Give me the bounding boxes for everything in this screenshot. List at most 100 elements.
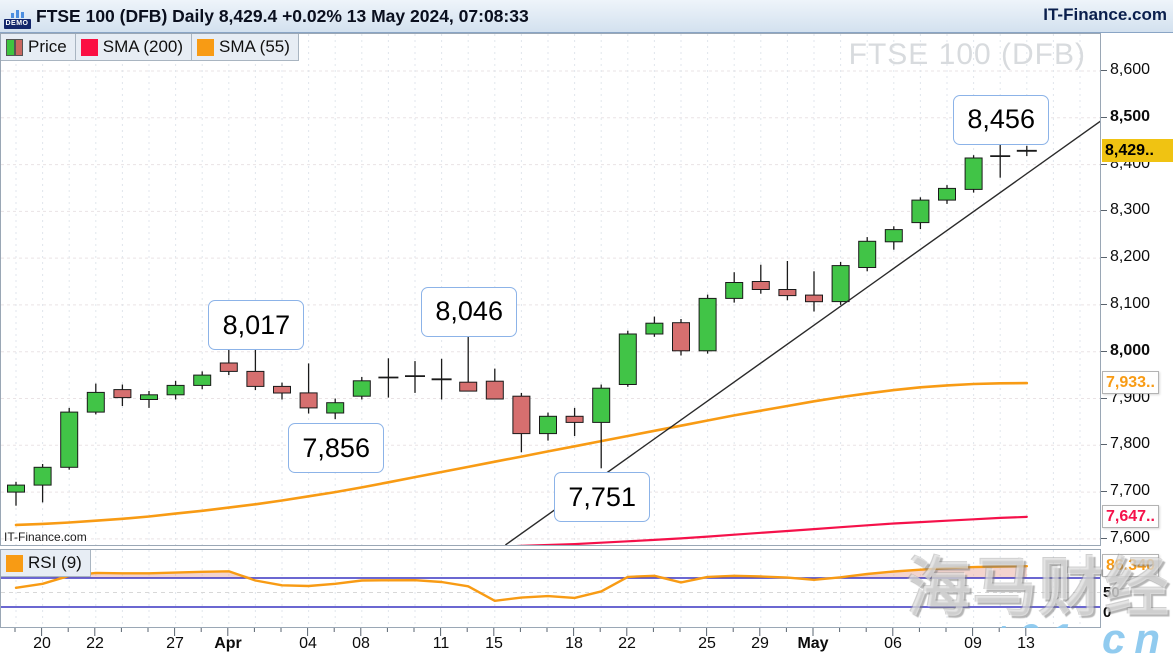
rsi-line: [14, 565, 1029, 602]
price-badge: 7,647..: [1102, 505, 1159, 528]
candle: [911, 197, 930, 230]
price-badge: 8,429..: [1102, 139, 1173, 162]
demo-badge: DEMO: [3, 19, 31, 29]
candle: [539, 412, 557, 441]
date-tick-label: 06: [884, 635, 902, 652]
candle: [326, 398, 345, 420]
date-tick-label: Apr: [214, 635, 242, 652]
price-axis[interactable]: 8,600 8,500 8,400 8,300 8,200 8,100 8,000 7,900…: [1101, 33, 1173, 628]
candle: [672, 319, 690, 356]
instrument-title: FTSE 100 (DFB) Daily 8,429.4 +0.02% 13 M…: [36, 5, 529, 26]
rsi-chart-canvas[interactable]: [1, 550, 1100, 627]
date-tick-label: 27: [166, 635, 184, 652]
time-axis[interactable]: 20 22 27 Apr 04 08 11 15 18 22 25 29 May 06 09 13: [0, 628, 1101, 660]
candle: [698, 294, 717, 354]
price-tick-label: 7,800: [1101, 435, 1150, 453]
price-tick-label: 8,000: [1101, 342, 1150, 360]
price-swatch-icon: [6, 38, 23, 56]
legend-chip-sma55[interactable]: SMA (55): [192, 34, 299, 61]
price-badge: 7,933..: [1102, 371, 1159, 394]
candle: [1016, 145, 1037, 157]
candle: [512, 392, 531, 453]
rsi-panel[interactable]: RSI (9): [0, 549, 1101, 628]
brand-link[interactable]: IT-Finance.com: [1043, 5, 1167, 24]
price-annotation[interactable]: 7,751: [554, 472, 651, 523]
title-bar: DEMO FTSE 100 (DFB) Daily 8,429.4 +0.02%…: [0, 0, 1173, 33]
price-tick-label: 8,600: [1101, 61, 1150, 79]
candle: [273, 382, 291, 400]
date-tick-label: 09: [964, 635, 982, 652]
price-tick-label: 7,700: [1101, 482, 1150, 500]
legend-chip-sma200[interactable]: SMA (200): [75, 34, 193, 61]
candle: [219, 345, 238, 376]
candle: [113, 384, 132, 406]
candle: [884, 226, 903, 250]
candle: [405, 361, 425, 393]
legend-label: RSI (9): [28, 553, 82, 572]
candle: [831, 261, 850, 305]
candle: [778, 261, 797, 301]
candle: [645, 316, 664, 337]
rsi-swatch-icon: [6, 554, 23, 572]
candle: [7, 481, 25, 506]
candle: [938, 185, 956, 204]
date-tick-label: 08: [352, 635, 370, 652]
candle: [140, 391, 158, 408]
candle: [431, 358, 452, 400]
indicator-legend: Price SMA (200) SMA (55): [1, 34, 299, 61]
candle: [565, 407, 584, 436]
sma55-swatch-icon: [197, 38, 215, 56]
date-tick-label: 13: [1017, 635, 1035, 652]
candle: [33, 464, 52, 503]
candle: [352, 377, 371, 400]
candle: [990, 138, 1011, 178]
candle: [592, 384, 611, 469]
price-tick-label: 8,200: [1101, 248, 1150, 266]
date-tick-label: 29: [751, 635, 769, 652]
candle: [618, 330, 637, 387]
date-tick-label: May: [797, 635, 829, 652]
legend-label: Price: [28, 37, 67, 56]
price-annotation[interactable]: 8,456: [953, 94, 1050, 145]
rsi-tick-label: 50: [1103, 584, 1120, 601]
candle: [166, 380, 185, 400]
candle: [193, 371, 212, 390]
candle: [485, 368, 504, 400]
price-annotation[interactable]: 8,046: [421, 286, 518, 337]
price-chart-canvas[interactable]: [1, 34, 1100, 545]
date-tick-label: 04: [299, 635, 317, 652]
date-tick-label: 20: [33, 635, 51, 652]
candle: [299, 363, 318, 414]
time-axis-ticks: [14, 628, 1027, 636]
candle: [751, 264, 770, 294]
candle: [459, 330, 478, 392]
main-chart-panel[interactable]: FTSE 100 (DFB) Price SMA (200) SMA (55) …: [0, 33, 1101, 546]
price-tick-label: 8,500: [1101, 108, 1150, 126]
date-tick-label: 15: [485, 635, 503, 652]
price-annotation[interactable]: 7,856: [288, 423, 385, 474]
candle: [725, 272, 744, 303]
candle: [858, 237, 877, 272]
price-tick-label: 8,300: [1101, 201, 1150, 219]
candle: [964, 155, 983, 193]
candle: [805, 271, 823, 312]
legend-label: SMA (55): [219, 37, 290, 56]
date-tick-label: 22: [86, 635, 104, 652]
price-annotation[interactable]: 8,017: [208, 300, 305, 351]
candle: [246, 343, 265, 391]
date-tick-label: 18: [565, 635, 583, 652]
legend-chip-price[interactable]: Price: [1, 34, 76, 61]
legend-label: SMA (200): [102, 37, 184, 56]
date-tick-label: 25: [698, 635, 716, 652]
rsi-legend: RSI (9): [1, 550, 91, 577]
demo-account-icon: DEMO: [3, 3, 31, 29]
candle: [86, 383, 105, 415]
chart-watermark: FTSE 100 (DFB): [848, 38, 1086, 71]
candle: [378, 358, 399, 398]
rsi-tick-label: 0: [1103, 604, 1112, 621]
mini-candles-icon: [10, 9, 24, 18]
candle: [60, 407, 79, 470]
legend-chip-rsi[interactable]: RSI (9): [1, 550, 91, 577]
price-tick-label: 7,600: [1101, 529, 1150, 547]
